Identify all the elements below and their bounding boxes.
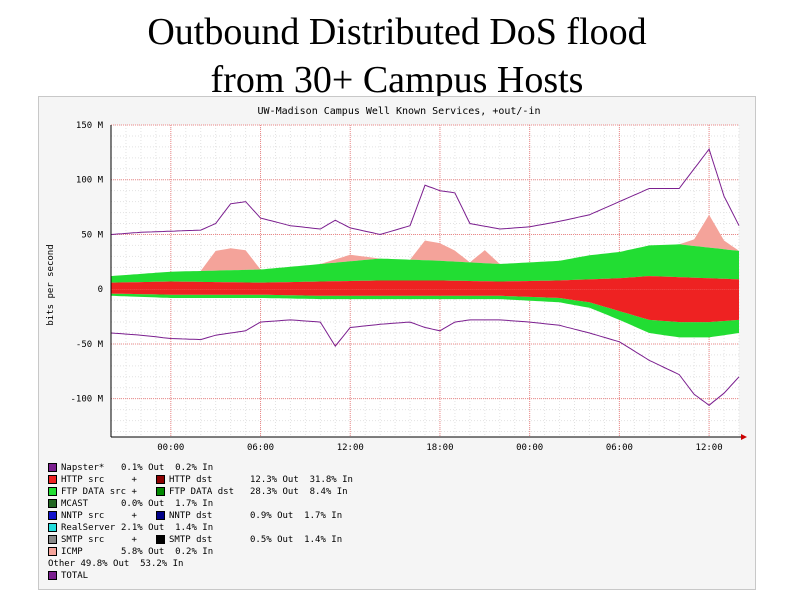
legend-label: MCAST bbox=[61, 499, 89, 509]
y-tick-label: 100 M bbox=[76, 176, 104, 186]
x-tick-label: 06:00 bbox=[606, 443, 633, 453]
legend-stats: 2.1% Out 1.4% In bbox=[121, 523, 214, 533]
legend-label: FTP DATA dst bbox=[169, 487, 235, 497]
series-line-total-out bbox=[110, 148, 740, 236]
legend-stats: 0.0% Out 1.7% In bbox=[121, 499, 214, 509]
x-tick-label: 00:00 bbox=[157, 443, 184, 453]
legend-label: NNTP src + bbox=[61, 511, 137, 521]
x-axis-arrow bbox=[741, 434, 747, 440]
legend-swatch bbox=[48, 499, 57, 508]
legend-stats: 0.9% Out 1.7% In bbox=[250, 511, 343, 521]
legend-swatch bbox=[48, 475, 57, 484]
legend-swatch bbox=[48, 571, 57, 580]
x-tick-label: 12:00 bbox=[337, 443, 364, 453]
legend-swatch bbox=[48, 511, 57, 520]
series-area-http-in bbox=[111, 289, 739, 323]
legend-stats: 12.3% Out 31.8% In bbox=[250, 475, 353, 485]
legend-swatch bbox=[48, 523, 57, 532]
y-tick-label: 50 M bbox=[81, 230, 103, 240]
legend-stats: 5.8% Out 0.2% In bbox=[121, 547, 214, 557]
legend-stats: 28.3% Out 8.4% In bbox=[250, 487, 348, 497]
series-area-ftp-data-out bbox=[111, 244, 739, 283]
legend-label: SMTP dst bbox=[169, 535, 213, 545]
legend-swatch bbox=[48, 463, 57, 472]
series-area-http-out bbox=[111, 276, 739, 290]
x-tick-label: 12:00 bbox=[696, 443, 723, 453]
legend-label: RealServer bbox=[61, 523, 116, 533]
x-tick-label: 18:00 bbox=[426, 443, 453, 453]
legend-stats: 0.5% Out 1.4% In bbox=[250, 535, 343, 545]
y-tick-label: 0 bbox=[98, 285, 103, 295]
y-axis-label: bits per second bbox=[46, 244, 56, 325]
traffic-chart: UW-Madison Campus Well Known Services, +… bbox=[46, 106, 747, 453]
legend-swatch bbox=[48, 547, 57, 556]
series-area-icmp-out bbox=[111, 214, 739, 277]
y-tick-label: 150 M bbox=[76, 121, 104, 131]
slide-title-line-2: from 30+ Campus Hosts bbox=[210, 59, 584, 101]
legend-swatch bbox=[156, 475, 165, 484]
legend-swatch bbox=[48, 487, 57, 496]
legend-label: SMTP src + bbox=[61, 535, 137, 545]
x-tick-label: 06:00 bbox=[247, 443, 274, 453]
legend-label: FTP DATA src + bbox=[61, 487, 137, 497]
y-tick-label: -100 M bbox=[70, 395, 103, 405]
series-area-ftp-data-in bbox=[111, 293, 739, 338]
legend-label: Other 49.8% Out 53.2% In bbox=[48, 559, 184, 569]
legend-stats: 0.1% Out 0.2% In bbox=[121, 463, 214, 473]
slide-title: Outbound Distributed DoS flood from 30+ … bbox=[0, 8, 794, 104]
x-tick-label: 00:00 bbox=[516, 443, 543, 453]
series-line-total-in bbox=[110, 319, 740, 406]
y-tick-label: -50 M bbox=[76, 340, 104, 350]
chart-title: UW-Madison Campus Well Known Services, +… bbox=[258, 106, 541, 117]
legend-label: HTTP dst bbox=[169, 475, 213, 485]
legend-label: HTTP src + bbox=[61, 475, 137, 485]
legend-label: ICMP bbox=[61, 547, 83, 557]
legend-label: NNTP dst bbox=[169, 511, 213, 521]
legend-label: TOTAL bbox=[61, 571, 89, 581]
legend-swatch bbox=[156, 511, 165, 520]
traffic-graph: UW-Madison Campus Well Known Services, +… bbox=[38, 96, 756, 590]
legend-label: Napster* bbox=[61, 463, 105, 473]
legend-swatch bbox=[156, 487, 165, 496]
legend-swatch bbox=[48, 535, 57, 544]
slide-title-line-1: Outbound Distributed DoS flood bbox=[147, 11, 647, 53]
legend-swatch bbox=[156, 535, 165, 544]
